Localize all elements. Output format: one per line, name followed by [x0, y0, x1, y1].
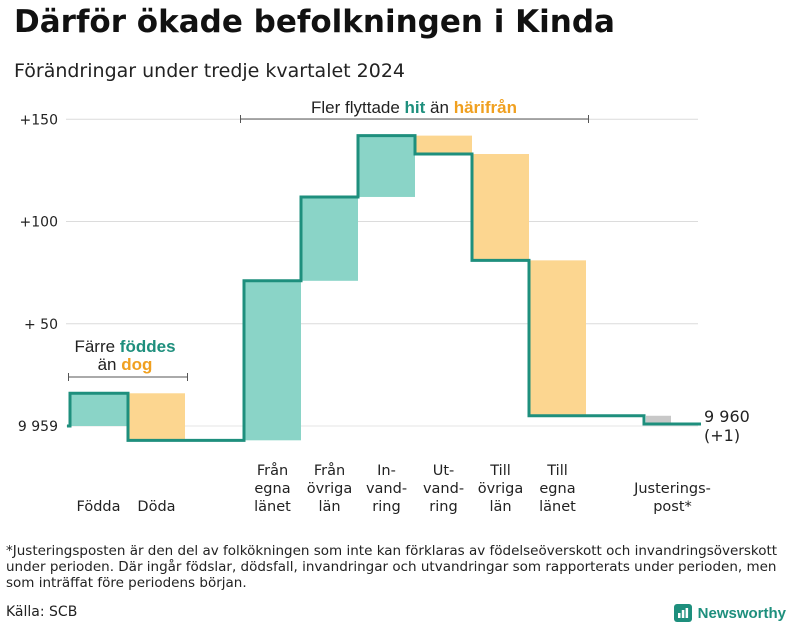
footnote: *Justeringsposten är den del av folkökni… — [6, 543, 778, 591]
waterfall-bar — [646, 415, 671, 424]
migration-annotation-text-part: hit — [405, 98, 426, 117]
category-label: övriga — [478, 481, 524, 497]
category-label: Ut- — [433, 463, 455, 479]
category-label: ring — [372, 499, 400, 515]
waterfall-bar — [244, 280, 301, 441]
waterfall-bar — [301, 196, 358, 281]
waterfall-bar — [529, 260, 586, 416]
waterfall-chart: 9 959 + 50 +100 +150 Födda Döda Från egna länet F… — [18, 98, 750, 515]
category-label: post* — [653, 499, 692, 515]
category-label: egna — [254, 481, 290, 497]
migration-annotation-text-part: Fler flyttade — [311, 98, 405, 117]
category-label: egna — [539, 481, 575, 497]
newsworthy-logo-icon — [673, 604, 692, 622]
category-label: Från — [314, 462, 345, 479]
category-label: In- — [377, 463, 396, 479]
category-label: vand- — [423, 481, 464, 497]
category-label: län — [318, 499, 340, 515]
category-label: Till — [546, 463, 568, 479]
waterfall-bar — [415, 135, 472, 155]
category-label: Födda — [77, 499, 121, 515]
category-label: vand- — [366, 481, 407, 497]
category-label: Justerings- — [633, 481, 711, 497]
y-tick-label: 9 959 — [18, 419, 58, 435]
category-label: ring — [429, 499, 457, 515]
category-label: Döda — [137, 499, 175, 515]
brand[interactable]: Newsworthy — [673, 604, 786, 622]
births-annotation-text-part: dog — [121, 355, 152, 374]
births-annotation-text-part: än — [98, 355, 122, 374]
y-tick-label: +150 — [20, 112, 58, 128]
y-tick-label: + 50 — [24, 317, 58, 333]
waterfall-bar — [472, 154, 529, 261]
births-annotation-line: Färre föddes — [74, 337, 175, 356]
waterfall-bar — [70, 393, 127, 426]
end-value-label: 9 960 — [704, 407, 750, 426]
category-label: Från — [257, 462, 288, 479]
category-label: länet — [254, 499, 291, 515]
migration-annotation-text-part: än — [425, 98, 453, 117]
births-annotation-text-part: Färre — [74, 337, 119, 356]
category-label: övriga — [307, 481, 353, 497]
waterfall-bar — [358, 135, 415, 197]
page-title: Därför ökade befolkningen i Kinda — [14, 4, 615, 40]
births-annotation-text-part: föddes — [120, 337, 176, 356]
brand-name: Newsworthy — [697, 604, 786, 622]
end-change-label: (+1) — [704, 426, 740, 445]
page-subtitle: Förändringar under tredje kvartalet 2024 — [14, 60, 406, 82]
category-label: länet — [539, 499, 576, 515]
migration-annotation-line: Fler flyttade hit än härifrån — [311, 98, 517, 117]
level-step-line — [67, 134, 701, 442]
waterfall-bar — [128, 393, 185, 441]
migration-annotation-text-part: härifrån — [454, 98, 517, 117]
y-tick-label: +100 — [20, 215, 58, 231]
source-label: Källa: SCB — [6, 604, 78, 620]
births-annotation-line: än dog — [98, 355, 153, 374]
category-label: Till — [489, 463, 511, 479]
category-label: län — [489, 499, 511, 515]
